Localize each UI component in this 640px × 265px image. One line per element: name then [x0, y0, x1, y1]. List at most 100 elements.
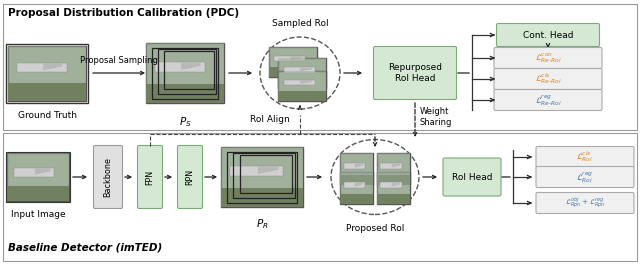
Bar [152, 47, 218, 99]
Bar [269, 67, 317, 77]
Bar [14, 168, 54, 176]
Text: Weight
Sharing: Weight Sharing [420, 107, 452, 127]
Bar [6, 152, 70, 202]
Bar [239, 154, 292, 193]
Bar [278, 78, 326, 88]
Bar [269, 47, 317, 77]
Polygon shape [300, 68, 312, 72]
Bar [269, 47, 317, 67]
Bar [7, 186, 69, 201]
Polygon shape [392, 182, 400, 187]
Bar [377, 172, 410, 194]
Bar [377, 153, 410, 175]
Text: RoI Head: RoI Head [452, 173, 492, 182]
Text: Proposal Distribution Calibration (PDC): Proposal Distribution Calibration (PDC) [8, 8, 239, 18]
Bar [221, 147, 303, 207]
Polygon shape [300, 80, 312, 84]
Bar [230, 166, 284, 176]
Bar [377, 172, 410, 204]
FancyBboxPatch shape [494, 47, 602, 68]
Bar [221, 147, 303, 188]
Text: $P_R$: $P_R$ [256, 217, 268, 231]
Bar [377, 194, 410, 204]
FancyBboxPatch shape [93, 145, 122, 209]
FancyBboxPatch shape [494, 90, 602, 111]
Bar [164, 51, 214, 89]
Bar [234, 153, 294, 198]
Polygon shape [258, 166, 278, 174]
Polygon shape [181, 62, 200, 70]
Text: Proposal Sampling: Proposal Sampling [80, 56, 158, 65]
Bar [8, 46, 86, 100]
Polygon shape [35, 168, 51, 175]
Text: RoI Align: RoI Align [250, 115, 290, 124]
Bar [221, 188, 303, 207]
Bar [340, 175, 373, 185]
Text: $\mathcal{L}^{cls}_{Re\text{-}Roi}$: $\mathcal{L}^{cls}_{Re\text{-}Roi}$ [534, 72, 561, 86]
Text: Backbone: Backbone [104, 157, 113, 197]
Bar [227, 152, 297, 202]
Text: Cont. Head: Cont. Head [523, 30, 573, 39]
Bar [340, 172, 373, 194]
Bar [278, 91, 326, 100]
Bar [284, 67, 315, 73]
Bar [278, 58, 326, 78]
Text: RPN: RPN [186, 169, 195, 185]
Bar [380, 163, 402, 169]
Bar [284, 80, 315, 85]
Bar [146, 43, 224, 84]
Bar [146, 43, 224, 103]
FancyBboxPatch shape [536, 147, 634, 167]
Bar [8, 46, 86, 83]
Text: Proposed RoI: Proposed RoI [346, 224, 404, 233]
Bar [340, 172, 373, 204]
Bar [340, 153, 373, 175]
Bar [340, 194, 373, 204]
Text: Repurposed
RoI Head: Repurposed RoI Head [388, 63, 442, 83]
Bar [377, 153, 410, 185]
Text: $\mathcal{L}^{reg}_{Re\text{-}Roi}$: $\mathcal{L}^{reg}_{Re\text{-}Roi}$ [534, 92, 561, 108]
Text: $\mathcal{L}^{reg}_{Roi}$: $\mathcal{L}^{reg}_{Roi}$ [576, 169, 594, 185]
Text: FPN: FPN [145, 169, 154, 184]
Bar [278, 58, 326, 88]
FancyBboxPatch shape [497, 24, 600, 46]
Text: Input Image: Input Image [11, 210, 65, 219]
FancyBboxPatch shape [443, 158, 501, 196]
Text: Ground Truth: Ground Truth [17, 111, 77, 120]
Bar [380, 182, 402, 188]
Text: Baseline Detector (imTED): Baseline Detector (imTED) [8, 243, 163, 253]
FancyBboxPatch shape [3, 4, 637, 130]
FancyBboxPatch shape [138, 145, 163, 209]
Text: $\mathcal{L}^{cls}_{Roi}$: $\mathcal{L}^{cls}_{Roi}$ [577, 149, 593, 165]
Bar [7, 153, 69, 186]
Text: $P_S$: $P_S$ [179, 115, 191, 129]
Bar [146, 84, 224, 103]
Text: $\mathcal{L}^{obj}_{Rpn}+\mathcal{L}^{reg}_{Rpn}$: $\mathcal{L}^{obj}_{Rpn}+\mathcal{L}^{re… [564, 196, 605, 210]
FancyBboxPatch shape [374, 46, 456, 99]
Bar [344, 163, 365, 169]
Text: $\mathcal{L}^{con}_{Re\text{-}Roi}$: $\mathcal{L}^{con}_{Re\text{-}Roi}$ [534, 51, 561, 65]
Ellipse shape [331, 139, 419, 214]
FancyBboxPatch shape [536, 192, 634, 214]
Polygon shape [291, 56, 303, 60]
Bar [344, 182, 365, 188]
FancyBboxPatch shape [536, 166, 634, 188]
Text: Sampled RoI: Sampled RoI [272, 19, 328, 28]
Bar [278, 70, 326, 91]
FancyBboxPatch shape [177, 145, 202, 209]
Polygon shape [355, 182, 364, 187]
Polygon shape [392, 164, 400, 167]
Bar [278, 70, 326, 100]
FancyBboxPatch shape [494, 68, 602, 90]
Polygon shape [355, 164, 364, 167]
Bar [8, 83, 86, 100]
Polygon shape [43, 63, 63, 70]
Bar [7, 153, 69, 201]
Bar [340, 153, 373, 185]
Bar [155, 61, 205, 72]
Bar [17, 63, 67, 72]
Bar [274, 56, 305, 61]
Bar [6, 43, 88, 103]
Bar [158, 49, 216, 94]
Ellipse shape [260, 37, 340, 109]
